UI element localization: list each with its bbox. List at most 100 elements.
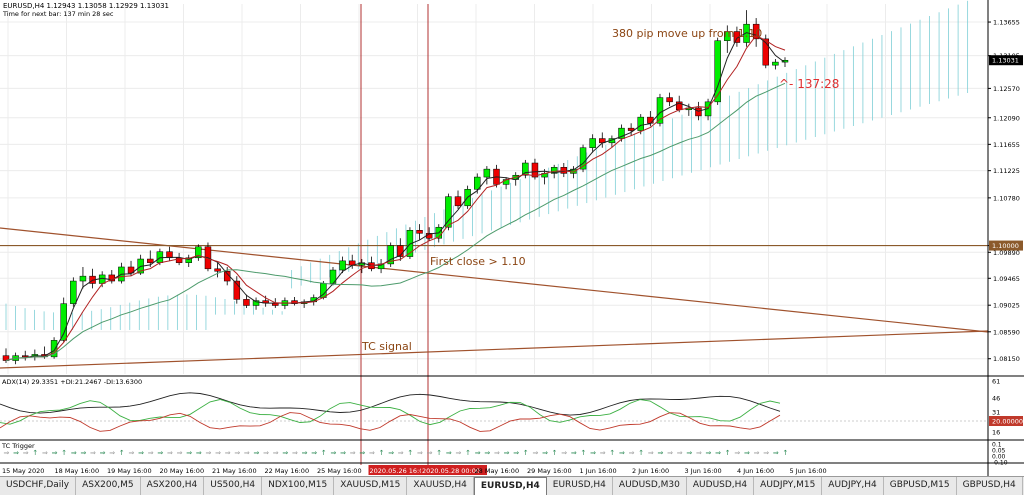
candle-body xyxy=(627,127,635,131)
tc-arrow: ⇒ xyxy=(619,449,625,457)
tc-arrow: ↑ xyxy=(119,449,125,457)
candle-body xyxy=(695,107,702,117)
tc-arrow: ⇒ xyxy=(600,449,606,457)
tc-trigger-label: TC Trigger xyxy=(1,442,35,450)
tc-arrow: ↑ xyxy=(321,449,327,457)
tc-arrow: ⇒ xyxy=(90,449,96,457)
candle-body xyxy=(70,280,77,304)
symbol-tab[interactable]: AUDJPY,H4 xyxy=(822,477,884,495)
candle-body xyxy=(454,196,462,207)
tc-arrow: ⇒ xyxy=(302,449,308,457)
tc-arrow: ↑ xyxy=(725,449,731,457)
symbol-tab[interactable]: GBPUSD,H4 xyxy=(957,477,1023,495)
candle-body xyxy=(22,355,29,358)
candle-body xyxy=(579,147,587,170)
time-tick-label: 3 Jun 16:00 xyxy=(685,467,722,475)
ichimoku-cloud xyxy=(5,0,969,330)
moving-averages xyxy=(5,32,786,361)
symbol-tab[interactable]: NDX100,M15 xyxy=(262,477,335,495)
minus-di-line xyxy=(0,412,781,432)
tc-arrow: ⇒ xyxy=(23,449,29,457)
tc-arrow: ↑ xyxy=(465,449,471,457)
tc-arrow: ⇒ xyxy=(157,449,163,457)
tc-arrow: ⇒ xyxy=(561,449,567,457)
time-marker-box xyxy=(368,465,435,475)
tc-arrow: ⇒ xyxy=(215,449,221,457)
tc-arrow: ↑ xyxy=(552,449,558,457)
tc-arrow: ⇒ xyxy=(52,449,58,457)
tc-arrow: ⇒ xyxy=(71,449,77,457)
time-tick-label: 2 Jun 16:00 xyxy=(632,467,669,475)
symbol-tab[interactable]: ASX200,H4 xyxy=(141,477,205,495)
tc-arrow: ⇒ xyxy=(427,449,433,457)
chart-background xyxy=(0,0,1024,476)
tc-scale-label: 0.1 xyxy=(992,442,1002,449)
time-tick-label: 25 May 16:00 xyxy=(317,467,362,475)
candle-body xyxy=(397,245,404,257)
tc-arrow: ⇒ xyxy=(686,449,692,457)
tc-arrow: ⇒ xyxy=(513,449,519,457)
candle-body xyxy=(752,23,760,40)
tc-arrow: ⇒ xyxy=(177,449,183,457)
symbol-tab[interactable]: AUDUSD,H4 xyxy=(687,477,755,495)
trading-chart[interactable]: 1.136551.131051.125701.120901.116551.112… xyxy=(0,0,1024,476)
symbol-tab[interactable]: US500,H4 xyxy=(204,477,263,495)
tc-arrow: ⇒ xyxy=(417,449,423,457)
sma-slow xyxy=(5,82,786,361)
tc-arrow: ↑ xyxy=(61,449,67,457)
tc-arrow: ⇒ xyxy=(677,449,683,457)
tc-arrow: ⇒ xyxy=(629,449,635,457)
tc-arrow: ⇒ xyxy=(42,449,48,457)
current-price-box xyxy=(989,55,1023,66)
tc-arrow: ⇒ xyxy=(292,449,298,457)
tc-arrow: ⇒ xyxy=(100,449,106,457)
symbol-tab[interactable]: EURUSD,H4 xyxy=(473,477,547,495)
symbol-tab[interactable]: GBPUSD,M15 xyxy=(884,477,957,495)
tc-arrow: ⇒ xyxy=(571,449,577,457)
plus-di-line xyxy=(0,399,781,426)
price-axis-bg xyxy=(988,0,1024,476)
adx-label: ADX(14) 29.3351 +DI:21.2467 -DI:13.6300 xyxy=(2,378,142,386)
adx-scale-label: 20.00000 xyxy=(992,418,1023,426)
price-tick-label: 1.08590 xyxy=(993,328,1020,336)
tc-arrow: ⇒ xyxy=(311,449,317,457)
price-tick-label: 1.12570 xyxy=(993,85,1020,93)
tc-arrow: ⇒ xyxy=(330,449,336,457)
symbol-tabs: USDCHF,Daily ASX200,M5 ASX200,H4 US500,H4 ND… xyxy=(0,476,1024,495)
candle-body xyxy=(618,127,625,139)
symbol-tab[interactable]: EURUSD,H4 xyxy=(547,477,613,495)
price-tick-label: 1.08150 xyxy=(993,355,1020,363)
tc-arrow: ⇒ xyxy=(196,449,202,457)
symbol-tab[interactable]: XAUUSD,H4 xyxy=(407,477,474,495)
symbol-tab[interactable]: AUDJPY,M15 xyxy=(754,477,823,495)
tc-arrow: ⇒ xyxy=(388,449,394,457)
candle-body xyxy=(233,280,241,300)
current-price-label: 1.13031 xyxy=(992,57,1019,65)
candle-body xyxy=(647,116,654,124)
ascending-trendline xyxy=(0,330,989,369)
adx-level-box xyxy=(989,416,1023,426)
tc-arrow: ⇒ xyxy=(773,449,779,457)
tc-arrow: ⇒ xyxy=(129,449,135,457)
adx-line xyxy=(0,392,781,416)
time-axis: 15 May 2020 18 May 16:00 19 May 16:00 20 Ma… xyxy=(2,465,827,475)
symbol-tab[interactable]: AUDUSD,M30 xyxy=(613,477,687,495)
sma-mid xyxy=(5,34,786,361)
candle-body xyxy=(60,303,67,341)
time-tick-label: 18 May 16:00 xyxy=(55,467,100,475)
tc-arrow: ⇒ xyxy=(254,449,260,457)
time-tick-label: 15 May 2020 xyxy=(2,467,44,475)
price-tick-label: 1.11225 xyxy=(993,167,1020,175)
tc-arrow: ↑ xyxy=(379,449,385,457)
adx-scale-label: 46 xyxy=(992,395,1000,403)
price-tick-label: 1.11655 xyxy=(993,141,1020,149)
symbol-tab[interactable]: USDCHF,Daily xyxy=(0,477,77,495)
candle-body xyxy=(666,97,673,103)
bar-timer: Time for next bar: 137 min 28 sec xyxy=(2,10,114,18)
tc-arrow: ⇒ xyxy=(696,449,702,457)
symbol-tab[interactable]: ASX200,M5 xyxy=(76,477,141,495)
price-tick-label: 1.09890 xyxy=(993,249,1020,257)
time-tick-label: 1 Jun 16:00 xyxy=(580,467,617,475)
symbol-tab[interactable]: XAUUSD,M15 xyxy=(334,477,408,495)
